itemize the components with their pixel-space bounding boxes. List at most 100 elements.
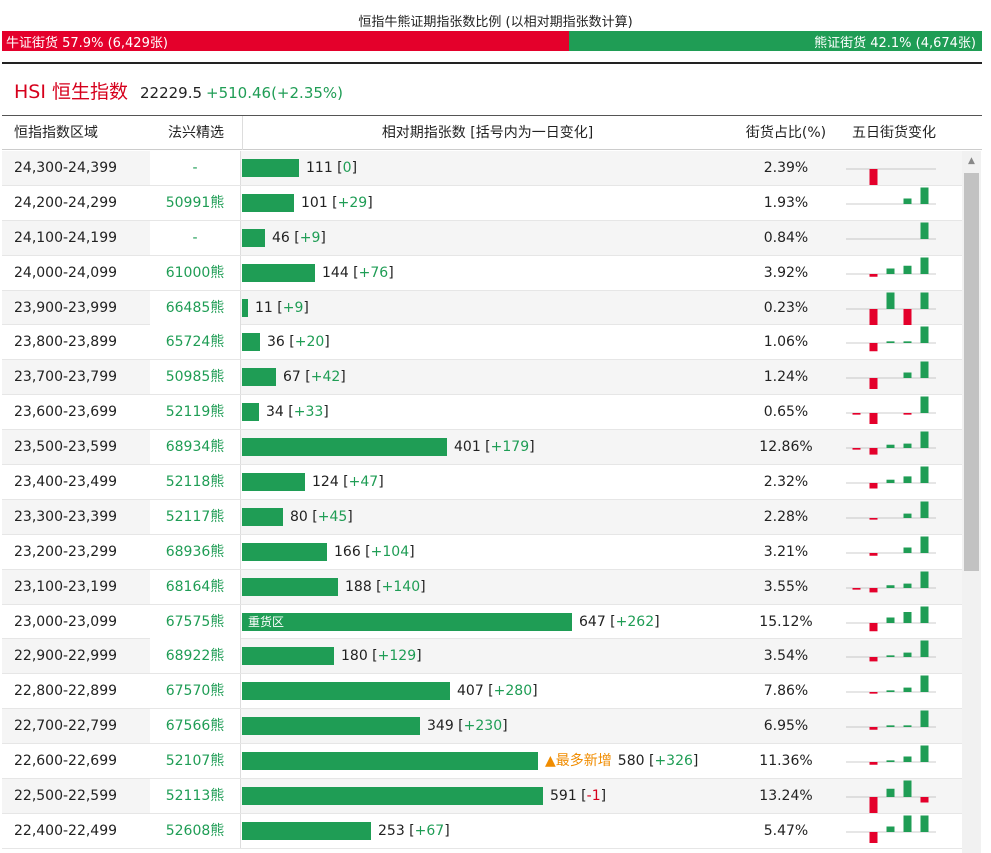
daily-change-value: +129 — [377, 648, 417, 665]
pick-warrant-link[interactable]: 52118熊 — [150, 465, 240, 500]
daily-change-value: +76 — [358, 264, 389, 281]
pick-warrant-link: - — [150, 151, 240, 185]
count-value: 591 — [550, 788, 577, 805]
five-day-bar — [869, 552, 878, 556]
five-day-bar — [920, 536, 929, 553]
relative-count-text: 407 [+280] — [457, 683, 538, 700]
relative-count-text: 11 [+9] — [255, 299, 309, 316]
five-day-bar — [869, 622, 878, 631]
five-day-bar — [869, 378, 878, 390]
street-share-cell: 1.93% — [763, 194, 809, 211]
index-range-cell: 22,800-22,899 — [14, 683, 118, 700]
table-row: 23,600-23,699 52119熊 34 [+33] 0.65% — [2, 395, 962, 431]
five-day-bar — [903, 725, 912, 728]
daily-change-value: 0 — [342, 160, 352, 176]
relative-count-bar — [242, 821, 371, 840]
five-day-bar — [903, 513, 912, 518]
relative-count-text: 34 [+33] — [266, 404, 329, 421]
street-share-cell: 3.92% — [763, 264, 809, 281]
five-day-bar — [920, 675, 929, 693]
index-name[interactable]: HSI 恒生指数 — [14, 81, 128, 103]
five-day-bar — [886, 760, 895, 763]
five-day-change-chart — [844, 430, 940, 464]
index-range-cell: 23,700-23,799 — [14, 369, 118, 386]
five-day-bar — [920, 745, 929, 763]
five-day-bar — [869, 308, 878, 325]
five-day-bar — [869, 692, 878, 695]
pick-warrant-link[interactable]: 52117熊 — [150, 499, 240, 534]
index-range-cell: 24,100-24,199 — [14, 229, 118, 246]
five-day-bar — [920, 640, 929, 658]
pick-warrant-link[interactable]: 68164熊 — [150, 569, 240, 604]
relative-count-text: 349 [+230] — [427, 718, 508, 735]
table-row: 22,900-22,999 68922熊 180 [+129] 3.54% — [2, 639, 962, 675]
five-day-sparkbar — [846, 361, 936, 390]
pick-warrant-link[interactable]: 67575熊 — [150, 604, 240, 639]
scroll-up-arrow-icon[interactable]: ▲ — [968, 156, 975, 166]
five-day-bar — [886, 826, 895, 832]
five-day-bar — [886, 444, 895, 449]
relative-count-cell: 144 [+76] — [240, 255, 740, 290]
header-divider — [2, 115, 982, 116]
pick-warrant-link[interactable]: 52107熊 — [150, 744, 240, 779]
pick-warrant-link[interactable]: 65724熊 — [150, 325, 240, 360]
pick-warrant-link[interactable]: 68934熊 — [150, 430, 240, 465]
pick-warrant-link[interactable]: 50985熊 — [150, 360, 240, 395]
relative-count-cell: 166 [+104] — [240, 534, 740, 569]
daily-change-value: +33 — [293, 404, 324, 421]
pick-warrant-link[interactable]: 67570熊 — [150, 674, 240, 709]
count-value: 67 — [283, 369, 301, 386]
five-day-change-chart — [844, 221, 940, 255]
count-value: 144 — [322, 264, 349, 281]
scrollbar-thumb[interactable] — [964, 173, 979, 571]
relative-count-bar — [242, 333, 260, 352]
five-day-bar — [920, 710, 929, 728]
relative-count-cell: 407 [+280] — [240, 674, 740, 709]
index-range-cell: 23,000-23,099 — [14, 613, 118, 630]
daily-change-value: +9 — [299, 229, 321, 246]
five-day-bar — [920, 361, 929, 379]
five-day-bar — [869, 448, 878, 455]
street-share-cell: 1.24% — [763, 369, 809, 386]
count-value: 34 — [266, 404, 284, 421]
pick-warrant-link[interactable]: 52113熊 — [150, 779, 240, 814]
five-day-bar — [869, 169, 878, 185]
count-value: 407 — [457, 683, 484, 700]
five-day-change-chart — [844, 500, 940, 534]
pick-warrant-link[interactable]: 68922熊 — [150, 639, 240, 674]
five-day-change-chart — [844, 709, 940, 743]
relative-count-text: 591 [-1] — [550, 788, 607, 805]
most-new-badge: ▲最多新增 — [545, 753, 612, 770]
daily-change-value: +262 — [615, 613, 655, 630]
table-row: 24,100-24,199 - 46 [+9] 0.84% — [2, 220, 962, 256]
relative-count-text: 144 [+76] — [322, 264, 394, 281]
heavy-zone-label: 重货区 — [248, 614, 285, 629]
five-day-bar — [920, 431, 929, 449]
scrollbar[interactable]: ▲ — [962, 151, 981, 853]
five-day-bar — [903, 780, 912, 798]
five-day-bar — [920, 222, 929, 239]
count-value: 580 — [617, 753, 645, 770]
pick-warrant-link[interactable]: 68936熊 — [150, 534, 240, 569]
pick-warrant-link: - — [150, 220, 240, 255]
five-day-bar — [886, 479, 895, 484]
pick-warrant-link[interactable]: 52608熊 — [150, 813, 240, 848]
table-body: 24,300-24,399 - 111 [0] 2.39% 24,200-24,299 5… — [2, 151, 962, 853]
pick-warrant-link[interactable]: 61000熊 — [150, 255, 240, 290]
five-day-bar — [920, 606, 929, 623]
five-day-sparkbar — [846, 536, 936, 556]
pick-warrant-link[interactable]: 50991熊 — [150, 185, 240, 220]
pick-warrant-link[interactable]: 66485熊 — [150, 290, 240, 325]
relative-count-bar — [242, 403, 259, 422]
five-day-bar — [920, 466, 929, 484]
relative-count-text: 36 [+20] — [267, 334, 330, 351]
five-day-bar — [886, 690, 895, 693]
five-day-bar — [903, 341, 912, 344]
pick-warrant-link[interactable]: 67566熊 — [150, 709, 240, 744]
five-day-bar — [903, 583, 912, 588]
count-value: 80 — [290, 508, 308, 525]
street-share-cell: 3.54% — [763, 648, 809, 665]
five-day-change-chart — [844, 360, 940, 394]
five-day-bar — [869, 517, 878, 520]
pick-warrant-link[interactable]: 52119熊 — [150, 395, 240, 430]
